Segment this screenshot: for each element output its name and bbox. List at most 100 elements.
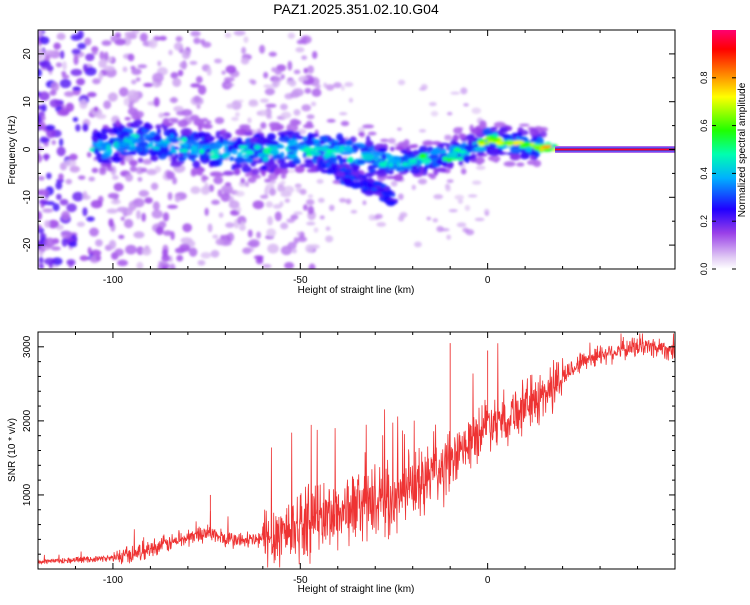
- heatmap-cell: [170, 155, 178, 161]
- heatmap-cell: [272, 80, 281, 87]
- heatmap-cell: [65, 102, 75, 112]
- heatmap-cell: [55, 62, 63, 68]
- heatmap-cell: [287, 32, 296, 39]
- heatmap-cell: [444, 134, 452, 139]
- heatmap-cell: [117, 259, 129, 267]
- heatmap-hotspot: [484, 137, 496, 141]
- heatmap-cell: [189, 114, 200, 121]
- heatmap-cell: [516, 162, 525, 167]
- heatmap-cell: [256, 137, 268, 146]
- heatmap-hotspot: [418, 152, 427, 159]
- heatmap-cell: [38, 30, 43, 38]
- heatmap-cell: [116, 206, 129, 213]
- heatmap-cell: [38, 176, 45, 181]
- heatmap-cell: [173, 105, 184, 112]
- heatmap-cell: [519, 123, 530, 127]
- heatmap-cell: [228, 156, 235, 162]
- heatmap-cell: [318, 158, 324, 166]
- heatmap-cell: [259, 194, 269, 199]
- heatmap-cell: [452, 142, 460, 146]
- heatmap-cell: [38, 263, 45, 269]
- heatmap-cell: [195, 76, 203, 84]
- heatmap-cell: [305, 139, 315, 146]
- heatmap-cell: [303, 204, 308, 211]
- strong-tone-core: [555, 148, 675, 151]
- heatmap-cell: [526, 160, 537, 166]
- heatmap-cell: [42, 208, 54, 213]
- heatmap-cell: [174, 195, 181, 203]
- heatmap-cell: [339, 112, 348, 116]
- heatmap-cell: [221, 70, 226, 75]
- bottom-x-tick-label: 0: [485, 575, 491, 586]
- heatmap-cell: [236, 206, 242, 213]
- heatmap-cell: [213, 176, 224, 185]
- heatmap-cell: [284, 198, 290, 203]
- heatmap-cell: [131, 68, 142, 75]
- heatmap-cell: [128, 159, 138, 167]
- heatmap-hotspot: [179, 148, 189, 153]
- heatmap-cell: [307, 65, 315, 74]
- heatmap-cell: [197, 84, 207, 95]
- heatmap-hotspot: [458, 149, 467, 154]
- heatmap-cell: [460, 87, 468, 95]
- heatmap-cell: [224, 82, 235, 88]
- heatmap-cell: [280, 222, 289, 230]
- heatmap-cell: [490, 155, 501, 163]
- heatmap-cell: [38, 68, 42, 77]
- heatmap-cell: [66, 203, 77, 213]
- heatmap-cell: [118, 141, 131, 148]
- heatmap-cell: [169, 263, 176, 269]
- heatmap-cell: [380, 138, 389, 143]
- bottom-x-tick-label: -100: [103, 575, 123, 586]
- heatmap-cell: [440, 228, 450, 232]
- heatmap-cell: [277, 145, 285, 149]
- heatmap-cell: [69, 153, 78, 161]
- heatmap-cell: [178, 156, 183, 160]
- heatmap-cell: [225, 65, 237, 74]
- heatmap-cell: [287, 60, 293, 71]
- heatmap-cell: [299, 141, 305, 146]
- heatmap-hotspot: [442, 156, 448, 162]
- heatmap-cell: [295, 47, 305, 53]
- heatmap-cell: [481, 127, 493, 136]
- heatmap-cell: [86, 151, 92, 158]
- colorbar-tick-label: 0.2: [699, 215, 709, 228]
- heatmap-cell: [60, 50, 65, 60]
- heatmap-cell: [326, 157, 338, 162]
- heatmap-cell: [364, 190, 374, 196]
- heatmap-cell: [70, 68, 83, 77]
- heatmap-cell: [106, 144, 111, 152]
- heatmap-cell: [113, 152, 120, 157]
- heatmap-cell: [175, 36, 183, 42]
- heatmap-cell: [47, 219, 59, 229]
- heatmap-cell: [372, 180, 381, 186]
- heatmap-cell: [150, 182, 159, 191]
- heatmap-cell: [49, 89, 57, 96]
- heatmap-cell: [301, 55, 308, 60]
- heatmap-cell: [393, 174, 404, 182]
- heatmap-hotspot: [408, 158, 418, 163]
- heatmap-cell: [137, 176, 143, 182]
- heatmap-cell: [46, 128, 56, 139]
- heatmap-cell: [280, 73, 285, 80]
- heatmap-cell: [128, 150, 137, 156]
- heatmap-cell: [103, 65, 115, 71]
- heatmap-cell: [79, 99, 88, 110]
- heatmap-cell: [269, 163, 279, 169]
- heatmap-cell: [458, 133, 466, 139]
- heatmap-hotspot: [170, 138, 179, 144]
- heatmap-cell: [38, 199, 49, 204]
- heatmap-cell: [497, 151, 508, 155]
- heatmap-cell: [399, 212, 408, 218]
- heatmap-cell: [342, 177, 352, 184]
- heatmap-cell: [173, 42, 184, 51]
- snr-plot-area: [38, 333, 675, 568]
- heatmap-cell: [234, 190, 245, 197]
- heatmap-cell: [370, 187, 378, 192]
- bottom-x-label: Height of straight line (km): [298, 584, 415, 595]
- heatmap-hotspot: [244, 157, 254, 163]
- heatmap-cell: [304, 87, 312, 94]
- heatmap-cell: [299, 188, 307, 195]
- top-y-label: Frequency (Hz): [7, 116, 18, 185]
- heatmap-cell: [209, 159, 221, 167]
